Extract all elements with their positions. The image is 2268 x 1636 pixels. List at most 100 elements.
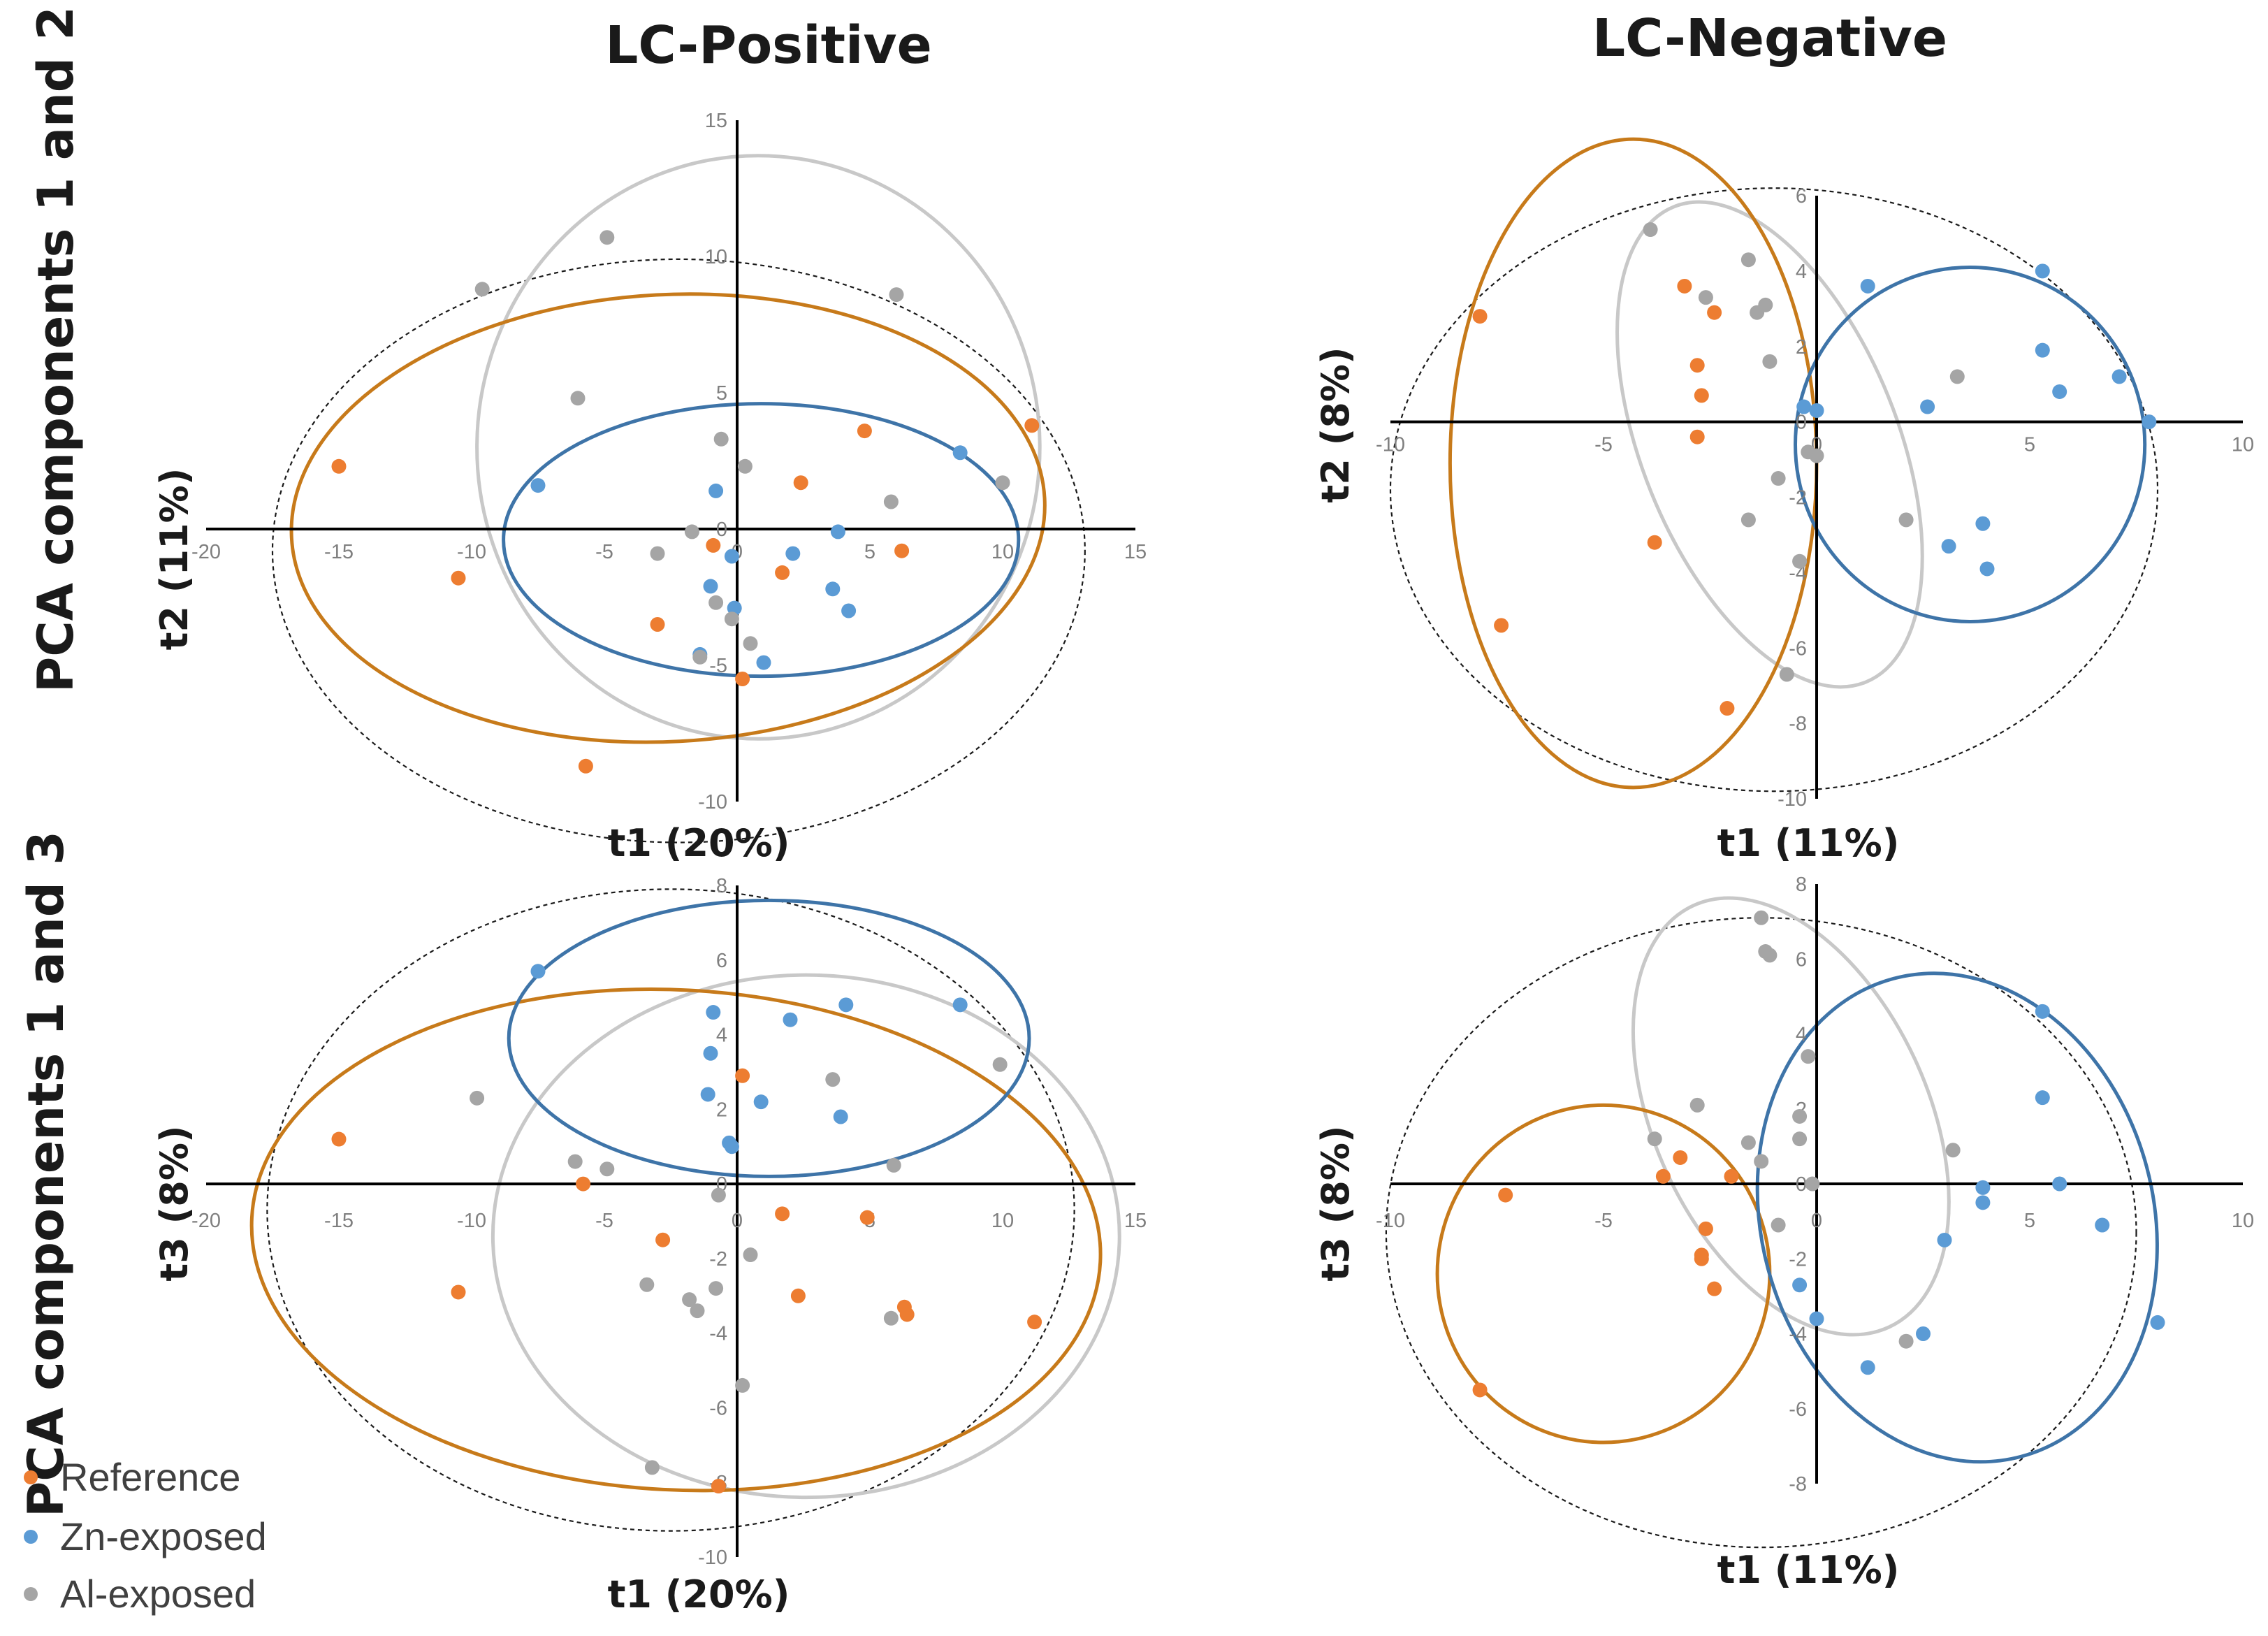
point-al-exposed <box>743 636 758 651</box>
y-tick-label: 5 <box>716 382 727 405</box>
point-reference <box>894 543 910 558</box>
y-tick-label: -2 <box>709 1248 727 1271</box>
x-tick-label: -15 <box>324 541 354 563</box>
point-zn-exposed <box>1975 1195 1991 1210</box>
point-reference <box>650 617 665 632</box>
point-reference <box>1673 1150 1688 1165</box>
point-reference <box>1472 1382 1488 1398</box>
ellipse-reference <box>1448 137 1819 790</box>
point-reference <box>331 1131 347 1147</box>
point-zn-exposed <box>703 1045 718 1061</box>
point-al-exposed <box>995 475 1010 491</box>
y-axis-title: t3 (8%) <box>1314 1125 1358 1281</box>
point-zn-exposed <box>1860 1360 1875 1375</box>
point-zn-exposed <box>785 546 801 561</box>
point-al-exposed <box>883 1310 899 1326</box>
point-zn-exposed <box>783 1012 798 1027</box>
point-zn-exposed <box>2035 1090 2050 1106</box>
point-reference <box>1655 1168 1671 1184</box>
row-title-components-1-3: PCA components 1 and 3 <box>17 831 75 1517</box>
y-tick-label: 8 <box>716 875 727 897</box>
point-al-exposed <box>1740 252 1756 268</box>
y-tick-label: 0 <box>1796 1173 1807 1196</box>
point-zn-exposed <box>2150 1315 2165 1330</box>
y-tick-label: -4 <box>709 1323 727 1345</box>
point-reference <box>857 424 872 439</box>
point-zn-exposed <box>1979 561 1995 577</box>
point-zn-exposed <box>1916 1326 1931 1341</box>
legend-marker-zn-exposed <box>24 1530 38 1544</box>
point-al-exposed <box>1750 305 1765 320</box>
point-zn-exposed <box>2095 1217 2110 1233</box>
point-al-exposed <box>682 1292 697 1308</box>
ellipse-hotelling <box>271 258 1086 844</box>
y-tick-label: -10 <box>698 1547 727 1569</box>
ellipse-zn-exposed <box>1794 265 2147 623</box>
column-title-lc-negative: LC-Negative <box>1592 8 1947 68</box>
legend-label-reference: Reference <box>60 1455 240 1499</box>
point-al-exposed <box>1643 222 1658 238</box>
point-reference <box>1494 618 1509 633</box>
point-al-exposed <box>599 1161 615 1177</box>
point-al-exposed <box>639 1277 655 1292</box>
point-zn-exposed <box>2035 1004 2050 1019</box>
point-reference <box>775 1206 790 1222</box>
point-al-exposed <box>711 1187 726 1203</box>
point-reference <box>775 565 790 580</box>
ellipse-hotelling <box>266 888 1075 1532</box>
y-tick-label: -10 <box>698 791 727 813</box>
y-axis-title: t2 (11%) <box>152 468 196 651</box>
y-tick-label: 6 <box>1796 185 1807 208</box>
point-zn-exposed <box>2142 414 2157 430</box>
y-tick-label: -8 <box>1789 1473 1807 1496</box>
point-zn-exposed <box>2052 384 2067 399</box>
point-al-exposed <box>1792 1131 1808 1147</box>
point-reference <box>1498 1187 1513 1203</box>
point-al-exposed <box>992 1057 1008 1072</box>
point-reference <box>706 537 721 553</box>
x-axis-title: t1 (20%) <box>608 821 790 865</box>
point-zn-exposed <box>724 549 739 564</box>
point-al-exposed <box>1740 512 1756 528</box>
x-tick-label: 5 <box>2024 434 2035 456</box>
y-tick-label: -6 <box>709 1397 727 1419</box>
point-reference <box>1027 1315 1042 1330</box>
point-zn-exposed <box>825 581 841 597</box>
point-zn-exposed <box>1796 399 1812 414</box>
point-al-exposed <box>599 230 615 245</box>
y-axis-title: t3 (8%) <box>152 1125 196 1281</box>
point-al-exposed <box>474 282 490 297</box>
point-zn-exposed <box>706 1005 721 1020</box>
x-tick-label: 5 <box>2024 1210 2035 1232</box>
point-reference <box>1024 418 1040 433</box>
point-zn-exposed <box>708 483 724 498</box>
point-reference <box>1689 429 1705 444</box>
y-tick-label: 15 <box>705 110 727 132</box>
point-al-exposed <box>1801 444 1816 460</box>
point-zn-exposed <box>530 964 546 979</box>
point-al-exposed <box>708 595 724 610</box>
ellipse-reference <box>289 292 1047 744</box>
row-title-components-1-2: PCA components 1 and 2 <box>27 6 85 693</box>
y-tick-label: -6 <box>1789 1398 1807 1421</box>
point-al-exposed <box>708 1281 724 1296</box>
point-zn-exposed <box>952 445 968 461</box>
point-al-exposed <box>1805 1176 1820 1192</box>
y-tick-label: 8 <box>1796 874 1807 896</box>
point-zn-exposed <box>2111 369 2127 384</box>
x-tick-label: 5 <box>864 541 875 563</box>
x-tick-label: -10 <box>1376 1210 1405 1232</box>
legend: Reference Zn-exposed Al-exposed <box>24 1455 267 1616</box>
legend-marker-reference <box>24 1470 38 1484</box>
ellipse-zn-exposed <box>1755 971 2159 1464</box>
point-zn-exposed <box>1809 1311 1824 1326</box>
x-tick-label: -15 <box>324 1210 354 1232</box>
ellipse-reference <box>249 987 1103 1493</box>
x-tick-label: 10 <box>2232 1210 2254 1232</box>
y-tick-label: 0 <box>716 519 727 541</box>
x-tick-label: 0 <box>1811 1210 1822 1232</box>
point-zn-exposed <box>2035 342 2050 358</box>
